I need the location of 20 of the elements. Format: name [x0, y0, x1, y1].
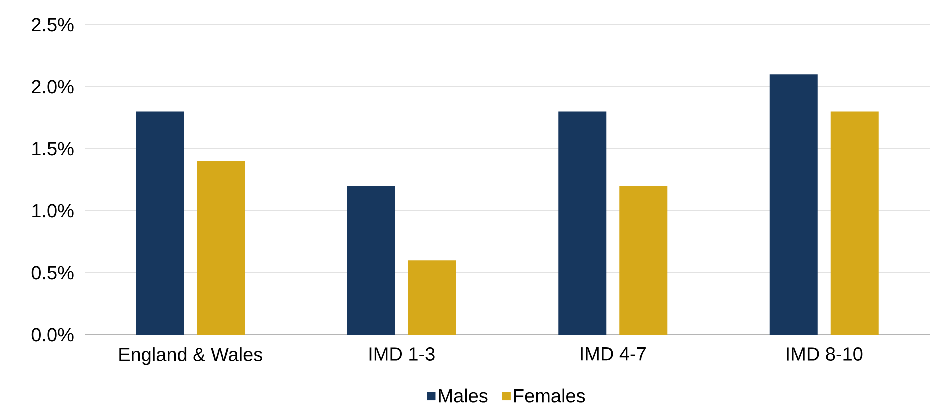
y-tick-label: 1.5%	[32, 142, 74, 156]
x-tick-label: IMD 8-10	[787, 348, 863, 361]
y-tick-label: 0.0%	[32, 328, 74, 342]
bar	[347, 186, 396, 335]
y-tick-label: 1.0%	[32, 204, 74, 218]
bar	[197, 161, 246, 335]
y-tick-label: 2.5%	[32, 18, 74, 32]
bar	[136, 112, 184, 335]
bar	[770, 74, 818, 335]
y-tick-label: 2.0%	[32, 80, 74, 94]
bar	[830, 112, 879, 335]
bar	[558, 112, 607, 335]
legend-label: Males	[439, 388, 488, 403]
x-tick-label: England & Wales	[120, 348, 262, 366]
x-tick-label: IMD 4-7	[581, 348, 646, 361]
bar	[620, 186, 668, 335]
legend-label: Females	[514, 388, 586, 403]
x-tick-label: IMD 1-3	[370, 348, 435, 361]
bar	[408, 260, 456, 335]
y-tick-label: 0.5%	[32, 266, 74, 280]
